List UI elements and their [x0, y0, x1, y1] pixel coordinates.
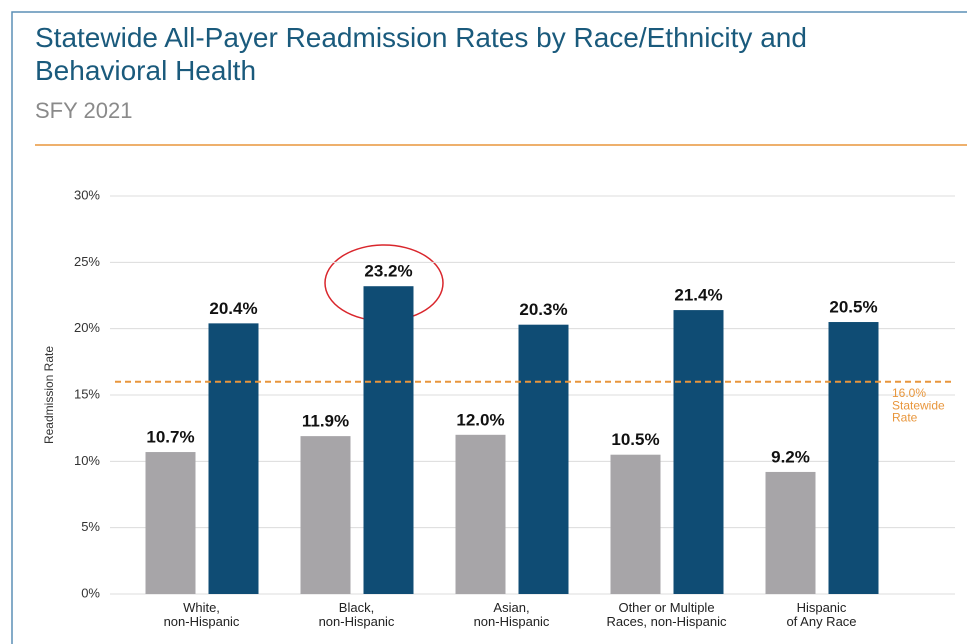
- y-tick-label: 25%: [74, 254, 100, 269]
- y-tick-label: 10%: [74, 453, 100, 468]
- value-label: 20.3%: [519, 300, 567, 319]
- x-tick-label: White, non-Hispanic: [164, 600, 240, 629]
- y-tick-label: 30%: [74, 187, 100, 202]
- y-tick-label: 15%: [74, 386, 100, 401]
- y-tick-label: 5%: [81, 519, 100, 534]
- y-tick-label: 0%: [81, 585, 100, 600]
- value-label: 11.9%: [302, 412, 349, 431]
- reference-label: 16.0%: [892, 386, 926, 400]
- bar: [610, 454, 661, 594]
- value-label: 20.4%: [209, 299, 257, 318]
- chart-subtitle: SFY 2021: [35, 98, 132, 123]
- frame: [11, 11, 967, 644]
- value-label: 9.2%: [771, 447, 810, 466]
- bar: [300, 436, 351, 594]
- x-tick-label: Other or Multiple Races, non-Hispanic: [607, 600, 727, 629]
- bar: [145, 452, 196, 594]
- bar: [208, 323, 259, 594]
- bar: [363, 286, 414, 594]
- bar: [518, 324, 569, 594]
- x-tick-label: Asian, non-Hispanic: [474, 600, 550, 629]
- x-tick-label: Black, non-Hispanic: [319, 600, 395, 629]
- value-label: 10.5%: [611, 430, 659, 449]
- y-axis-label: Readmission Rate: [42, 346, 56, 444]
- bar: [455, 434, 506, 594]
- reference-text: Statewide Rate: [892, 399, 945, 425]
- chart-title: Statewide All-Payer Readmission Rates by…: [35, 22, 807, 86]
- bar: [765, 471, 816, 594]
- value-label: 10.7%: [146, 428, 194, 447]
- bar: [673, 310, 724, 594]
- value-label: 21.4%: [674, 286, 722, 305]
- y-tick-label: 20%: [74, 320, 100, 335]
- value-label: 23.2%: [364, 262, 412, 281]
- value-label: 20.5%: [829, 298, 877, 317]
- value-label: 12.0%: [456, 410, 504, 429]
- bar: [828, 322, 879, 594]
- x-tick-label: Hispanic of Any Race: [786, 600, 856, 629]
